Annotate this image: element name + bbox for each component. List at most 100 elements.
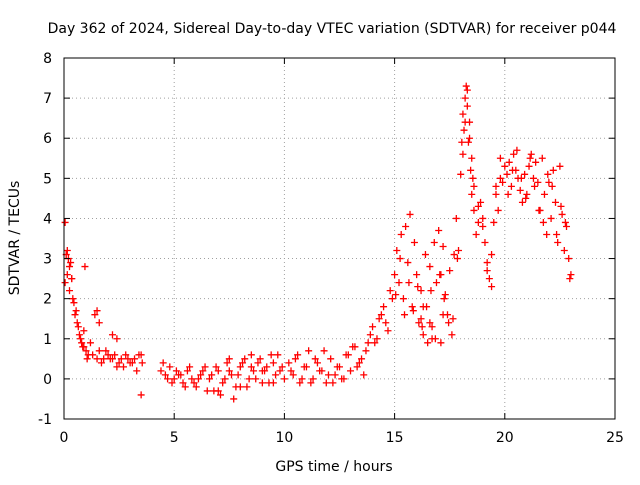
data-point — [138, 359, 146, 367]
data-point — [380, 303, 388, 311]
data-point — [278, 363, 286, 371]
data-point — [460, 126, 468, 134]
data-point — [66, 287, 74, 295]
data-point — [70, 299, 78, 307]
data-point — [377, 311, 385, 319]
y-tick-label: -1 — [38, 412, 52, 428]
data-point — [63, 271, 71, 279]
data-point — [538, 154, 546, 162]
data-point — [272, 371, 280, 379]
data-point — [410, 239, 418, 247]
data-point — [122, 351, 130, 359]
data-point — [485, 275, 493, 283]
data-point — [547, 214, 555, 222]
data-point — [449, 315, 457, 323]
data-point — [470, 206, 478, 214]
data-point — [78, 339, 86, 347]
data-point — [419, 331, 427, 339]
data-point — [428, 323, 436, 331]
data-point — [565, 255, 573, 263]
data-point — [172, 367, 180, 375]
data-point — [221, 375, 229, 383]
data-point — [501, 162, 509, 170]
data-point — [263, 363, 271, 371]
data-point — [93, 355, 101, 363]
data-point — [455, 247, 463, 255]
data-point — [61, 218, 69, 226]
data-point — [464, 138, 472, 146]
data-point — [371, 339, 379, 347]
data-point — [95, 347, 103, 355]
data-point — [393, 247, 401, 255]
data-point — [366, 331, 374, 339]
y-tick-label: 4 — [43, 211, 52, 227]
data-point — [243, 383, 251, 391]
data-point — [382, 319, 390, 327]
data-point — [401, 311, 409, 319]
x-tick-label: 10 — [275, 430, 293, 446]
y-tick-label: 2 — [43, 292, 52, 308]
plot-frame — [63, 57, 616, 420]
data-point — [557, 202, 565, 210]
data-point — [505, 158, 513, 166]
data-point — [131, 355, 139, 363]
data-point — [309, 375, 317, 383]
data-point — [373, 335, 381, 343]
data-point — [170, 375, 178, 383]
data-point — [539, 218, 547, 226]
data-point — [540, 190, 548, 198]
data-point — [503, 170, 511, 178]
data-point — [73, 319, 81, 327]
y-tick-label: 6 — [43, 131, 52, 147]
data-point — [517, 174, 525, 182]
data-point — [311, 355, 319, 363]
data-point — [258, 367, 266, 375]
data-point — [386, 287, 394, 295]
data-point — [549, 166, 557, 174]
data-point — [305, 347, 313, 355]
data-point — [320, 347, 328, 355]
data-point — [459, 150, 467, 158]
data-point — [157, 367, 165, 375]
data-point — [424, 339, 432, 347]
data-point — [63, 247, 71, 255]
data-point — [254, 359, 262, 367]
data-point — [203, 387, 211, 395]
data-point — [137, 391, 145, 399]
data-point — [418, 323, 426, 331]
data-point — [190, 379, 198, 387]
data-point — [467, 166, 475, 174]
data-point — [113, 363, 121, 371]
data-point — [181, 383, 189, 391]
data-point — [430, 239, 438, 247]
data-point — [128, 359, 136, 367]
data-point — [483, 259, 491, 267]
data-point — [535, 206, 543, 214]
data-point — [504, 190, 512, 198]
data-point — [490, 218, 498, 226]
data-point — [212, 363, 220, 371]
data-point — [280, 375, 288, 383]
y-tick-label: 7 — [43, 91, 52, 107]
data-point — [80, 327, 88, 335]
data-point — [481, 239, 489, 247]
x-tick-label: 25 — [606, 430, 624, 446]
data-point — [488, 283, 496, 291]
data-point — [408, 303, 416, 311]
data-point — [219, 379, 227, 387]
data-point — [556, 162, 564, 170]
x-tick-label: 5 — [170, 430, 179, 446]
data-point — [69, 295, 77, 303]
data-point — [164, 375, 172, 383]
data-point — [168, 379, 176, 387]
data-point — [417, 315, 425, 323]
data-point — [133, 367, 141, 375]
data-point — [405, 279, 413, 287]
data-point — [347, 367, 355, 375]
data-point — [436, 271, 444, 279]
data-point — [453, 255, 461, 263]
data-point — [95, 319, 103, 327]
data-point — [239, 359, 247, 367]
data-point — [437, 339, 445, 347]
